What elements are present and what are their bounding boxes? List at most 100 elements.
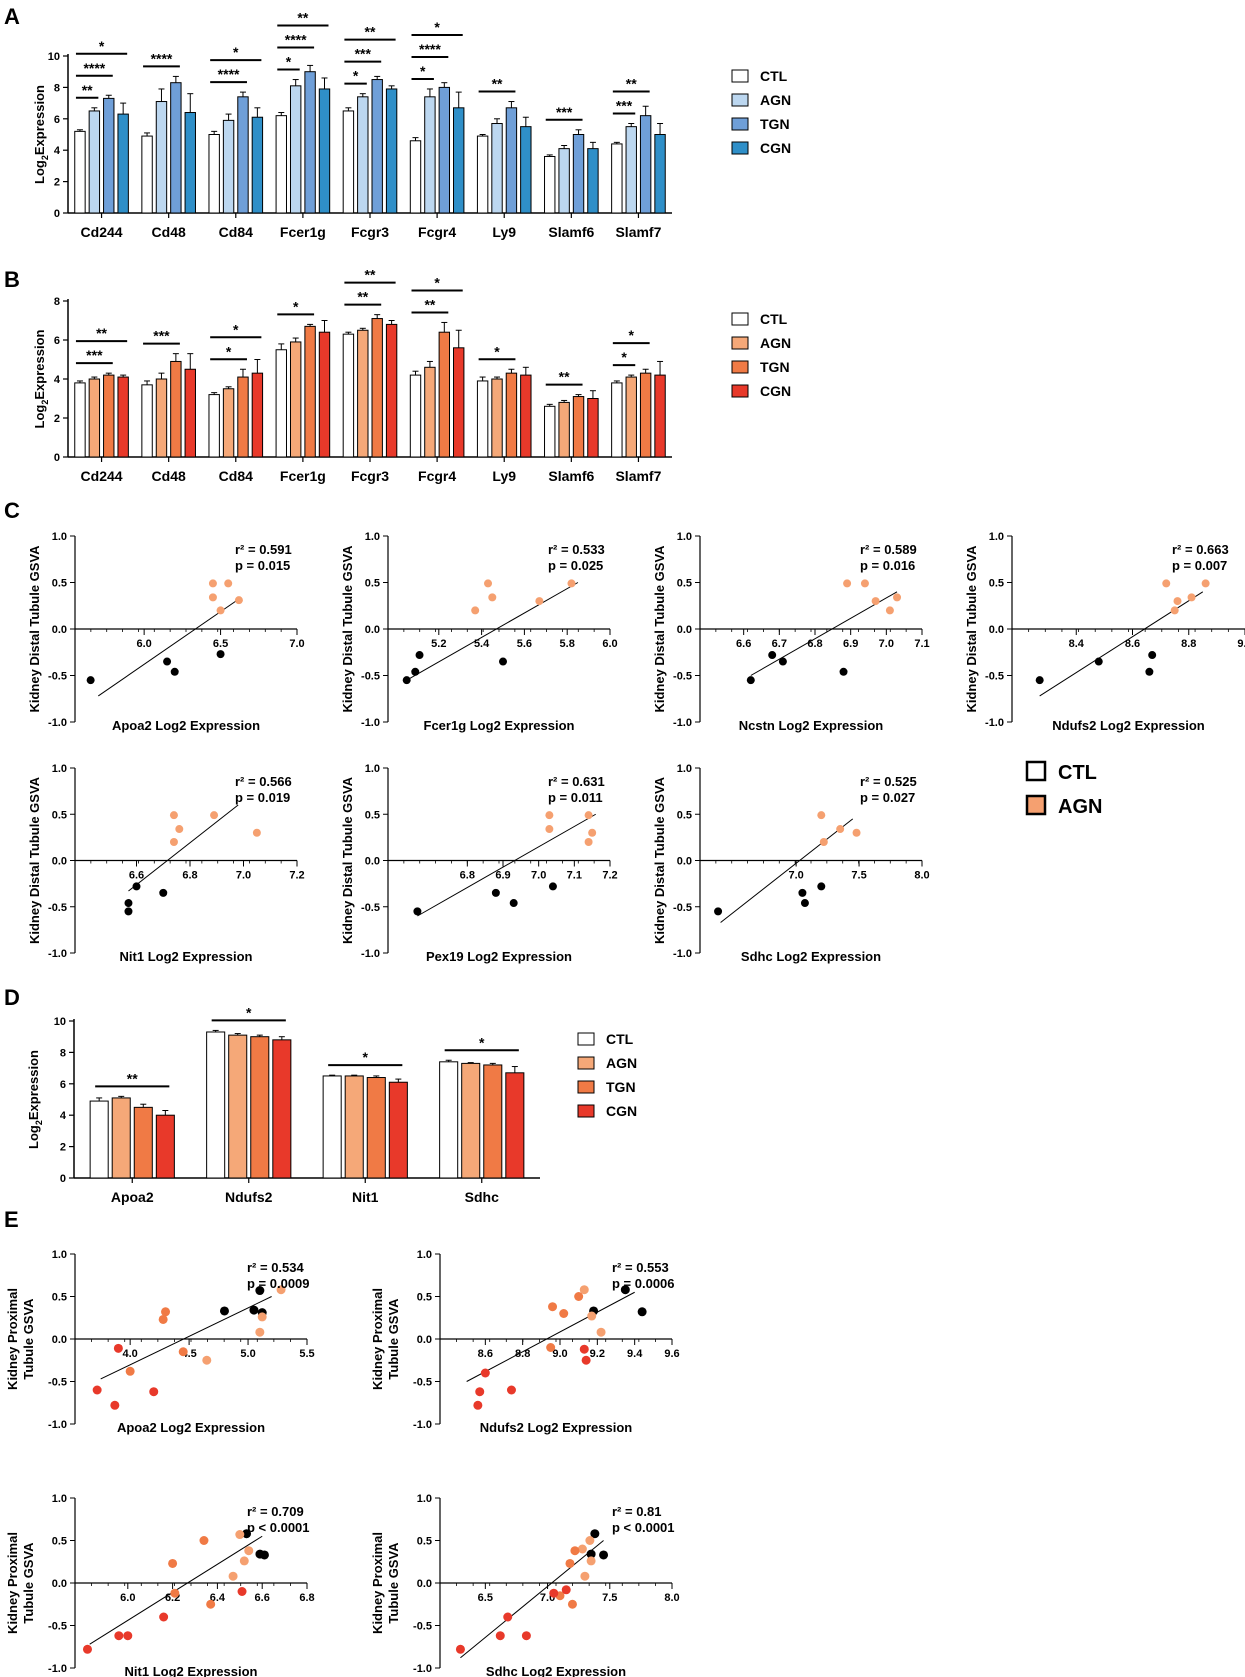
y-tick-label: 1.0 bbox=[417, 1249, 432, 1261]
point-agn bbox=[210, 811, 219, 820]
legend-label-tgn: TGN bbox=[760, 116, 790, 132]
y-tick-label: -1.0 bbox=[413, 1419, 432, 1431]
x-tick-label: 5.5 bbox=[299, 1348, 314, 1360]
y-tick-label: 0.5 bbox=[365, 809, 380, 821]
y-axis-label: Log2Expression bbox=[32, 85, 50, 184]
significance-label: * bbox=[99, 38, 105, 54]
significance-label: * bbox=[363, 1049, 369, 1065]
bar-agn bbox=[625, 376, 637, 458]
significance-label: **** bbox=[83, 60, 105, 76]
x-tick-label: 6.6 bbox=[736, 638, 751, 650]
point-ctl bbox=[746, 676, 755, 685]
x-axis-label: Ndufs2 Log2 Expression bbox=[1052, 718, 1204, 733]
legend-swatch-tgn bbox=[731, 360, 749, 374]
significance-label: * bbox=[233, 44, 239, 60]
significance-label: * bbox=[293, 298, 299, 314]
x-tick-label: 9.0 bbox=[552, 1348, 567, 1360]
bar-cgn bbox=[385, 88, 398, 214]
regression-line bbox=[460, 1540, 604, 1659]
r-squared-label: r² = 0.553 bbox=[612, 1260, 669, 1275]
y-axis-label: Kidney Distal Tubule GSVA bbox=[27, 545, 42, 713]
x-tick-label: 7.5 bbox=[602, 1592, 617, 1604]
bar-tgn bbox=[572, 134, 585, 214]
bar-agn bbox=[491, 123, 503, 214]
point-tgn bbox=[567, 1599, 577, 1609]
y-axis-label-line1: Kidney Proximal bbox=[5, 1532, 20, 1634]
y-tick-label: 0.0 bbox=[417, 1334, 432, 1346]
significance-label: ** bbox=[424, 296, 435, 312]
y-tick-label: 2 bbox=[54, 177, 60, 189]
significance-label: * bbox=[494, 343, 500, 359]
legend-label-tgn: TGN bbox=[606, 1079, 636, 1095]
y-axis-label-line2: Tubule GSVA bbox=[21, 1542, 36, 1624]
bar-agn bbox=[289, 85, 302, 214]
point-tgn bbox=[548, 1302, 558, 1312]
y-tick-label: 6 bbox=[60, 1079, 66, 1091]
significance-label: ** bbox=[297, 10, 308, 26]
x-tick-label: 6.9 bbox=[495, 870, 510, 882]
point-tgn bbox=[206, 1599, 216, 1609]
point-agn bbox=[852, 828, 861, 837]
category-label: Fcgr3 bbox=[351, 224, 389, 240]
point-ctl bbox=[620, 1285, 630, 1295]
point-agn bbox=[202, 1355, 212, 1365]
point-agn bbox=[1162, 579, 1171, 588]
point-agn bbox=[885, 606, 894, 615]
bar-agn bbox=[155, 101, 168, 214]
y-tick-label: -1.0 bbox=[48, 1663, 67, 1675]
x-tick-label: 7.0 bbox=[788, 870, 803, 882]
point-cgn bbox=[237, 1587, 247, 1596]
x-tick-label: 6.8 bbox=[182, 870, 197, 882]
x-tick-label: 8.4 bbox=[1069, 638, 1085, 650]
bar-tgn bbox=[572, 396, 585, 458]
y-tick-label: 0.0 bbox=[365, 624, 380, 636]
bar-cgn bbox=[272, 1039, 292, 1179]
legend-swatch-cgn bbox=[577, 1104, 595, 1118]
panel-letter-d: D bbox=[4, 985, 20, 1010]
bar-tgn bbox=[250, 1036, 270, 1179]
point-cgn bbox=[480, 1368, 490, 1378]
bar-tgn bbox=[505, 107, 518, 214]
legend-label-cgn: CGN bbox=[760, 140, 791, 156]
y-tick-label: 0.5 bbox=[52, 578, 67, 590]
bar-agn bbox=[88, 110, 101, 214]
point-agn bbox=[208, 579, 217, 588]
point-cgn bbox=[114, 1631, 124, 1641]
legend-swatch-ctl bbox=[731, 312, 749, 326]
panel-b-bar-chart: 0 2 4 6 8 Log2Expression Cd244 Cd48 Cd84 Fcer1g Fc… bbox=[32, 267, 791, 484]
y-tick-label: -1.0 bbox=[413, 1663, 432, 1675]
legend-swatch-agn bbox=[577, 1056, 595, 1070]
x-axis-label: Pex19 Log2 Expression bbox=[426, 949, 572, 964]
bar-agn bbox=[357, 96, 369, 214]
y-tick-label: 0.0 bbox=[677, 624, 692, 636]
p-value-label: p = 0.019 bbox=[235, 790, 290, 805]
point-cgn bbox=[561, 1585, 571, 1595]
point-agn bbox=[860, 579, 869, 588]
bar-ctl bbox=[74, 382, 86, 458]
p-value-label: p = 0.025 bbox=[548, 558, 603, 573]
significance-label: ** bbox=[365, 24, 376, 40]
bar-cgn bbox=[117, 113, 129, 214]
significance-label: * bbox=[434, 19, 440, 35]
category-label: Ndufs2 bbox=[225, 1189, 273, 1205]
x-axis-label: Ncstn Log2 Expression bbox=[739, 718, 884, 733]
category-label: Slamf6 bbox=[548, 468, 594, 484]
category-label: Fcgr4 bbox=[418, 224, 456, 240]
significance-label: * bbox=[226, 343, 232, 359]
point-agn bbox=[175, 825, 184, 834]
bar-agn bbox=[461, 1062, 481, 1179]
category-label: Ly9 bbox=[492, 224, 516, 240]
point-cgn bbox=[473, 1400, 483, 1410]
point-agn bbox=[255, 1327, 265, 1337]
bar-cgn bbox=[318, 331, 331, 458]
y-tick-label: -1.0 bbox=[361, 717, 380, 729]
category-label: Fcer1g bbox=[280, 224, 326, 240]
bar-agn bbox=[558, 401, 570, 458]
x-tick-label: 6.5 bbox=[478, 1592, 493, 1604]
legend-swatch-cgn bbox=[731, 384, 749, 398]
y-tick-label: 0.0 bbox=[52, 1578, 67, 1590]
legend-label-tgn: TGN bbox=[760, 359, 790, 375]
y-axis-label: Log2Expression bbox=[26, 1050, 44, 1149]
point-tgn bbox=[125, 1366, 135, 1376]
x-axis-label: Nit1 Log2 Expression bbox=[125, 1664, 258, 1677]
